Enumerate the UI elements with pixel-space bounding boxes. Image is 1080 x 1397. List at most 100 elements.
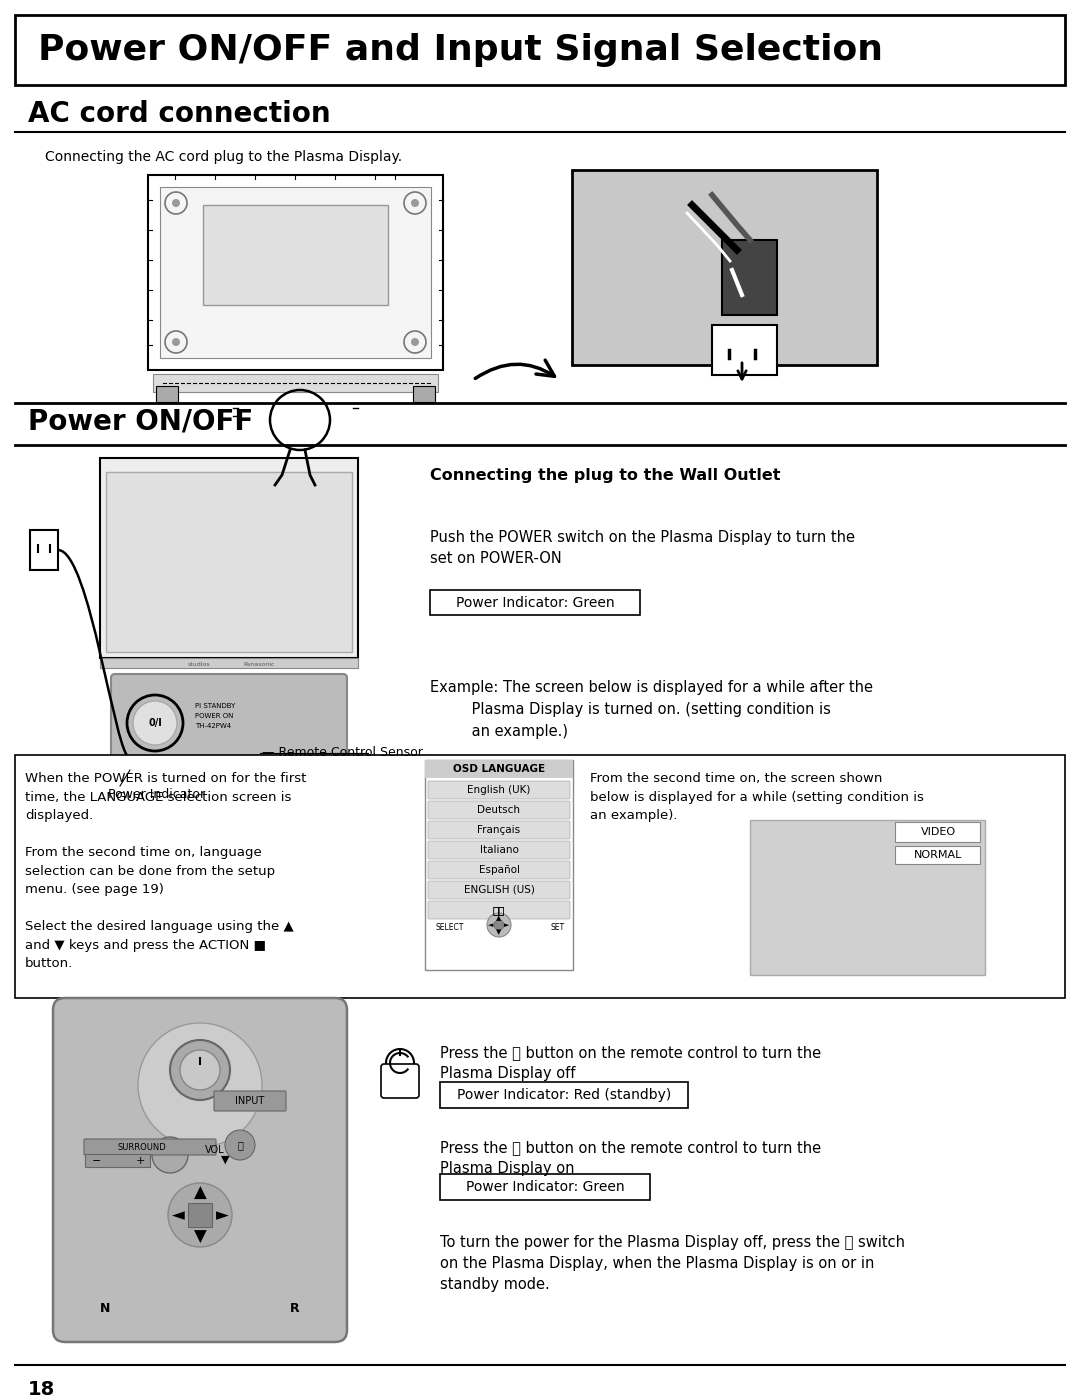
FancyBboxPatch shape (30, 529, 58, 570)
Text: NORMAL: NORMAL (914, 849, 962, 861)
FancyBboxPatch shape (895, 821, 980, 842)
FancyBboxPatch shape (895, 847, 980, 863)
Circle shape (170, 1039, 230, 1099)
Text: SURROUND: SURROUND (118, 1143, 166, 1151)
FancyBboxPatch shape (203, 205, 388, 305)
FancyBboxPatch shape (84, 1139, 216, 1155)
Text: Power Indicator: Green: Power Indicator: Green (456, 597, 615, 610)
Text: Français: Français (477, 826, 521, 835)
Circle shape (152, 1137, 188, 1173)
Text: Power ON/OFF and Input Signal Selection: Power ON/OFF and Input Signal Selection (38, 34, 883, 67)
FancyBboxPatch shape (156, 386, 178, 402)
Text: English (UK): English (UK) (468, 785, 530, 795)
Text: VOL: VOL (205, 1146, 225, 1155)
Text: Connecting the AC cord plug to the Plasma Display.: Connecting the AC cord plug to the Plasm… (45, 149, 402, 163)
Text: ◄: ◄ (172, 1206, 185, 1224)
Text: AC cord connection: AC cord connection (28, 101, 330, 129)
Circle shape (172, 198, 180, 207)
FancyBboxPatch shape (15, 15, 1065, 85)
FancyBboxPatch shape (428, 882, 570, 900)
Text: R: R (291, 1302, 300, 1315)
Text: Press the ⏻ button on the remote control to turn the
Plasma Display on: Press the ⏻ button on the remote control… (440, 1140, 821, 1176)
FancyBboxPatch shape (428, 821, 570, 840)
Text: Power Indicator: Power Indicator (108, 788, 205, 800)
Circle shape (487, 914, 511, 937)
FancyBboxPatch shape (153, 374, 438, 393)
FancyBboxPatch shape (426, 760, 573, 970)
FancyBboxPatch shape (100, 458, 357, 658)
Text: +: + (135, 1155, 145, 1166)
FancyBboxPatch shape (712, 326, 777, 374)
Text: 0/I: 0/I (148, 718, 162, 728)
FancyBboxPatch shape (188, 1203, 212, 1227)
FancyBboxPatch shape (750, 820, 985, 975)
Text: ▲: ▲ (193, 1185, 206, 1201)
FancyBboxPatch shape (148, 175, 443, 370)
FancyBboxPatch shape (426, 760, 573, 778)
Text: SELECT: SELECT (435, 922, 463, 932)
Text: ▼: ▼ (497, 929, 502, 935)
Text: ◄: ◄ (488, 922, 494, 928)
Text: TH-42PW4: TH-42PW4 (195, 724, 231, 729)
Text: When the POWER is turned on for the first
time, the LANGUAGE selection screen is: When the POWER is turned on for the firs… (25, 773, 307, 970)
Text: ►: ► (216, 1206, 228, 1224)
Text: ►: ► (504, 922, 510, 928)
FancyBboxPatch shape (85, 1154, 150, 1166)
Text: Push the POWER switch on the Plasma Display to turn the
set on POWER-ON: Push the POWER switch on the Plasma Disp… (430, 529, 855, 566)
Text: Español: Español (478, 865, 519, 875)
FancyBboxPatch shape (160, 187, 431, 358)
Text: SET: SET (551, 922, 565, 932)
Text: Power Indicator: Red (standby): Power Indicator: Red (standby) (457, 1088, 671, 1102)
Text: Panasonic: Panasonic (243, 662, 274, 666)
Circle shape (225, 1130, 255, 1160)
FancyBboxPatch shape (440, 1083, 688, 1108)
FancyBboxPatch shape (53, 997, 347, 1343)
FancyArrowPatch shape (475, 360, 554, 379)
Text: studios: studios (188, 662, 211, 666)
Text: N: N (99, 1302, 110, 1315)
FancyBboxPatch shape (428, 781, 570, 799)
FancyBboxPatch shape (381, 1065, 419, 1098)
FancyBboxPatch shape (413, 386, 435, 402)
Circle shape (411, 338, 419, 346)
Text: ▲: ▲ (497, 915, 502, 921)
Text: 中文: 中文 (492, 905, 505, 915)
Text: 🔇: 🔇 (238, 1140, 243, 1150)
Text: ▼: ▼ (220, 1155, 229, 1165)
Circle shape (411, 198, 419, 207)
Text: Connecting the plug to the Wall Outlet: Connecting the plug to the Wall Outlet (430, 468, 781, 483)
FancyBboxPatch shape (723, 240, 777, 314)
Text: −: − (92, 1155, 102, 1166)
Circle shape (138, 1023, 262, 1147)
Circle shape (180, 1051, 220, 1090)
FancyBboxPatch shape (440, 1173, 650, 1200)
Circle shape (168, 1183, 232, 1248)
FancyBboxPatch shape (428, 800, 570, 819)
Text: — Remote Control Sensor: — Remote Control Sensor (262, 746, 423, 760)
Circle shape (172, 338, 180, 346)
Text: Deutsch: Deutsch (477, 805, 521, 814)
FancyBboxPatch shape (100, 658, 357, 668)
Text: Power Indicator: Green: Power Indicator: Green (465, 1180, 624, 1194)
FancyBboxPatch shape (106, 472, 352, 652)
Text: From the second time on, the screen shown
below is displayed for a while (settin: From the second time on, the screen show… (590, 773, 923, 821)
Text: Example: The screen below is displayed for a while after the
         Plasma Dis: Example: The screen below is displayed f… (430, 680, 873, 739)
Text: INPUT: INPUT (235, 1097, 265, 1106)
Text: OSD LANGUAGE: OSD LANGUAGE (453, 764, 545, 774)
FancyBboxPatch shape (572, 170, 877, 365)
Text: VIDEO: VIDEO (920, 827, 956, 837)
Text: ▼: ▼ (193, 1228, 206, 1246)
Circle shape (494, 921, 504, 930)
Text: Power ON/OFF: Power ON/OFF (28, 408, 253, 436)
Text: POWER ON: POWER ON (195, 712, 233, 719)
FancyBboxPatch shape (428, 861, 570, 879)
Text: To turn the power for the Plasma Display off, press the ⏻ switch
on the Plasma D: To turn the power for the Plasma Display… (440, 1235, 905, 1292)
FancyBboxPatch shape (428, 841, 570, 859)
Text: Press the ⏻ button on the remote control to turn the
Plasma Display off: Press the ⏻ button on the remote control… (440, 1045, 821, 1081)
FancyBboxPatch shape (214, 1091, 286, 1111)
Circle shape (386, 1049, 414, 1077)
FancyBboxPatch shape (111, 673, 347, 773)
Text: 中文: 中文 (492, 905, 505, 915)
Text: ENGLISH (US): ENGLISH (US) (463, 886, 535, 895)
Circle shape (133, 701, 177, 745)
